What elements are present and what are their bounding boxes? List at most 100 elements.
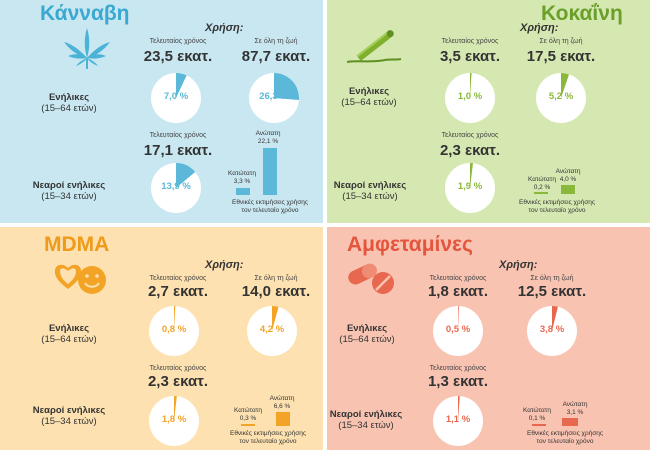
pie-slice [176, 163, 196, 188]
highest-bar [276, 412, 290, 426]
cocaine-panel: Κοκαΐνη Χρήση: Τελευταίος χρόνος Σε όλη … [327, 0, 650, 223]
estimates-note: Εθνικές εκτιμήσεις χρήσης τον τελευταίο … [220, 199, 320, 214]
young-age: (15–34 ετών) [338, 420, 394, 431]
pie-label: 7,0 % [163, 91, 189, 102]
young-last-year-count: 2,3 εκατ. [439, 142, 501, 159]
upper-label: Ανώτατη [255, 130, 281, 137]
pie-label: 4,2 % [259, 324, 285, 335]
pie-label: 5,2 % [548, 91, 574, 102]
last-year-label: Τελευταίος χρόνος [441, 38, 499, 45]
pie-slice [470, 163, 473, 188]
pie-label: 1,1 % [445, 414, 471, 425]
pie-slice [458, 305, 459, 331]
last-year-label: Τελευταίος χρόνος [429, 365, 487, 372]
adults-last-year-count: 2,7 εκατ. [147, 283, 209, 300]
lowest-bar [532, 424, 546, 426]
estimates-line2: τον τελευταίο χρόνο [239, 437, 297, 445]
adults-row-label: Ενήλικες (15–64 ετών) [14, 323, 124, 345]
usage-heading: Χρήση: [205, 22, 244, 34]
estimates-line2: τον τελευταίο χρόνο [528, 206, 586, 214]
pie-label: 1,8 % [161, 414, 187, 425]
pie-label: 3,8 % [539, 324, 565, 335]
estimates-note: Εθνικές εκτιμήσεις χρήσης τον τελευταίο … [515, 430, 615, 445]
cannabis-leaf-icon [62, 26, 112, 75]
pie-slice [174, 396, 177, 421]
young-row-label: Νεαροί ενήλικες (15–34 ετών) [327, 180, 425, 202]
mdma-panel: MDMA Χρήση: Τελευταίος χρόνος Σε όλη τη … [0, 227, 323, 450]
pie-label: 0,5 % [445, 324, 471, 335]
adults-age: (15–64 ετών) [339, 334, 395, 345]
highest-bar [562, 418, 578, 426]
upper-value: 4,0 % [559, 176, 577, 183]
upper-label: Ανώτατη [555, 168, 581, 175]
lifetime-label: Σε όλη τη ζωή [539, 38, 583, 45]
panel-title: Αμφεταμίνες [347, 233, 473, 256]
pie-slice [174, 305, 176, 331]
pie-slice [552, 306, 558, 331]
young-last-year-count: 1,3 εκατ. [427, 373, 489, 390]
young-label: Νεαροί ενήλικες [333, 180, 407, 191]
usage-heading: Χρήση: [499, 259, 538, 271]
smiley-pills-icon [52, 259, 108, 302]
adults-label: Ενήλικες [346, 323, 388, 334]
young-last-year-count: 2,3 εκατ. [147, 373, 209, 390]
amphetamines-panel: Αμφεταμίνες Χρήση: Τελευταίος χρόνος Σε … [327, 227, 650, 450]
lowest-bar [534, 192, 548, 194]
lower-value: 3,3 % [233, 178, 251, 185]
adults-label: Ενήλικες [48, 323, 90, 334]
last-year-label: Τελευταίος χρόνος [441, 132, 499, 139]
estimates-note: Εθνικές εκτιμήσεις χρήσης τον τελευταίο … [507, 199, 607, 214]
lifetime-label: Σε όλη τη ζωή [530, 275, 574, 282]
pie-label: 1,9 % [457, 181, 483, 192]
young-label: Νεαροί ενήλικες [32, 180, 106, 191]
usage-heading: Χρήση: [205, 259, 244, 271]
last-year-label: Τελευταίος χρόνος [429, 275, 487, 282]
young-row-label: Νεαροί ενήλικες (15–34 ετών) [14, 405, 124, 427]
young-label: Νεαροί ενήλικες [329, 409, 403, 420]
estimates-line1: Εθνικές εκτιμήσεις χρήσης [518, 199, 596, 206]
pills-icon [345, 257, 397, 302]
lower-label: Κατώτατη [228, 170, 256, 177]
panel-title: Κοκαΐνη [541, 2, 623, 25]
pie-label: 26,3 % [259, 91, 289, 102]
pie-young-last-year: 13,9 % [150, 162, 202, 214]
young-age: (15–34 ετών) [41, 416, 97, 427]
lower-label: Κατώτατη [234, 407, 262, 414]
adults-age: (15–64 ετών) [341, 97, 397, 108]
adults-row-label: Ενήλικες (15–64 ετών) [14, 92, 124, 114]
adults-age: (15–64 ετών) [41, 103, 97, 114]
lowest-bar [236, 188, 250, 195]
adults-age: (15–64 ετών) [41, 334, 97, 345]
adults-lifetime-count: 87,7 εκατ. [241, 48, 311, 65]
estimates-line1: Εθνικές εκτιμήσεις χρήσης [526, 430, 604, 437]
lower-value: 0,1 % [528, 415, 546, 422]
adults-lifetime-count: 17,5 εκατ. [526, 48, 596, 65]
pie-slice [561, 73, 570, 98]
pie-label: 0,8 % [161, 324, 187, 335]
pie-young-last-year: 1,1 % [432, 395, 484, 447]
last-year-label: Τελευταίος χρόνος [149, 365, 207, 372]
adults-label: Ενήλικες [48, 92, 90, 103]
cannabis-panel: Κάνναβη Χρήση: Τελευταίος χρόνος Σε όλη … [0, 0, 323, 223]
adults-row-label: Ενήλικες (15–64 ετών) [327, 323, 417, 345]
pie-slice [470, 73, 472, 98]
upper-value: 22,1 % [257, 138, 279, 145]
lifetime-label: Σε όλη τη ζωή [254, 275, 298, 282]
pie-slice [272, 306, 279, 331]
highest-bar [561, 185, 575, 194]
upper-label: Ανώτατη [269, 395, 295, 402]
estimates-line2: τον τελευταίο χρόνο [241, 206, 299, 214]
pie-adults-lifetime: 5,2 % [535, 72, 587, 124]
young-age: (15–34 ετών) [41, 191, 97, 202]
pie-adults-lifetime: 3,8 % [526, 305, 578, 357]
estimates-line1: Εθνικές εκτιμήσεις χρήσης [231, 199, 309, 206]
lower-value: 0,2 % [533, 184, 551, 191]
lowest-bar [241, 424, 255, 426]
estimates-line1: Εθνικές εκτιμήσεις χρήσης [229, 430, 307, 437]
pie-adults-lifetime: 4,2 % [246, 305, 298, 357]
lower-label: Κατώτατη [528, 176, 556, 183]
adults-last-year-count: 3,5 εκατ. [439, 48, 501, 65]
lower-value: 0,3 % [239, 415, 257, 422]
pie-adults-last-year: 1,0 % [444, 72, 496, 124]
panel-title: MDMA [44, 233, 110, 256]
